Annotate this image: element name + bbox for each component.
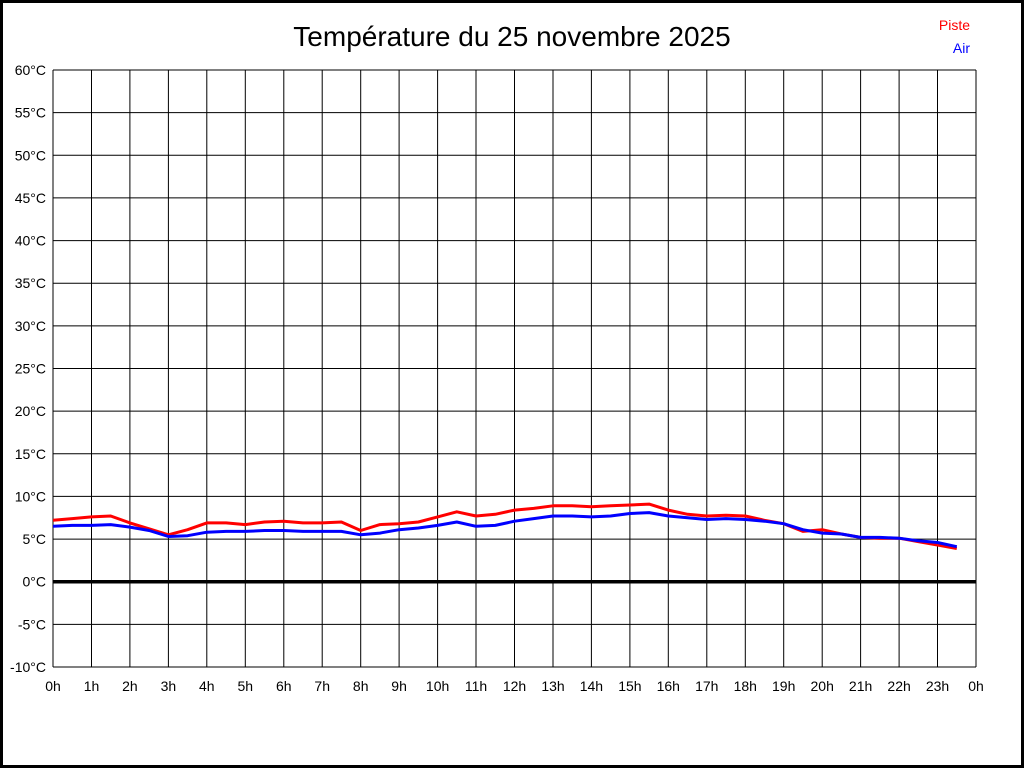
x-tick-label: 7h	[314, 678, 330, 694]
x-tick-label: 20h	[811, 678, 834, 694]
y-tick-label: 55°C	[15, 105, 46, 121]
x-tick-label: 8h	[353, 678, 369, 694]
x-tick-label: 14h	[580, 678, 603, 694]
x-tick-label: 1h	[84, 678, 100, 694]
y-tick-label: 40°C	[15, 233, 46, 249]
x-tick-label: 11h	[465, 678, 487, 694]
x-tick-label: 10h	[426, 678, 449, 694]
y-tick-label: 25°C	[15, 361, 46, 377]
x-tick-label: 5h	[238, 678, 254, 694]
y-tick-label: -10°C	[10, 659, 46, 675]
legend-label-air: Air	[952, 40, 970, 56]
y-tick-label: 35°C	[15, 275, 46, 291]
x-tick-label: 18h	[734, 678, 757, 694]
y-tick-label: 20°C	[15, 403, 46, 419]
x-tick-label: 2h	[122, 678, 138, 694]
temperature-chart: 60°C 55°C 50°C 45°C 40°C 35°C 30°C 25°C 20°C 15°C…	[10, 62, 984, 694]
x-tick-label: 6h	[276, 678, 292, 694]
y-tick-label: -5°C	[18, 616, 46, 632]
y-tick-label: 10°C	[15, 488, 46, 504]
y-tick-label: 5°C	[23, 531, 47, 547]
x-tick-label: 3h	[161, 678, 177, 694]
chart-legend: Piste Air	[939, 14, 970, 60]
y-tick-label: 30°C	[15, 318, 46, 334]
x-tick-label: 15h	[618, 678, 641, 694]
x-tick-label: 9h	[391, 678, 407, 694]
series-line-air	[52, 511, 958, 549]
x-tick-label: 17h	[695, 678, 718, 694]
y-tick-label: 50°C	[15, 147, 46, 163]
x-tick-label: 0h	[968, 678, 984, 694]
x-tick-label: 4h	[199, 678, 215, 694]
y-tick-label: 15°C	[15, 446, 46, 462]
y-tick-label: 45°C	[15, 190, 46, 206]
x-tick-label: 19h	[772, 678, 795, 694]
chart-title: Température du 25 novembre 2025	[293, 21, 731, 52]
x-tick-label: 22h	[887, 678, 910, 694]
y-tick-label: 0°C	[23, 574, 47, 590]
legend-label-piste: Piste	[938, 17, 970, 33]
x-tick-label: 23h	[926, 678, 949, 694]
x-tick-label: 16h	[657, 678, 680, 694]
series-line-piste	[52, 502, 958, 550]
x-tick-label: 21h	[849, 678, 872, 694]
x-tick-label: 12h	[503, 678, 526, 694]
y-tick-label: 60°C	[15, 62, 46, 78]
x-tick-label: 13h	[541, 678, 564, 694]
x-tick-label: 0h	[45, 678, 61, 694]
